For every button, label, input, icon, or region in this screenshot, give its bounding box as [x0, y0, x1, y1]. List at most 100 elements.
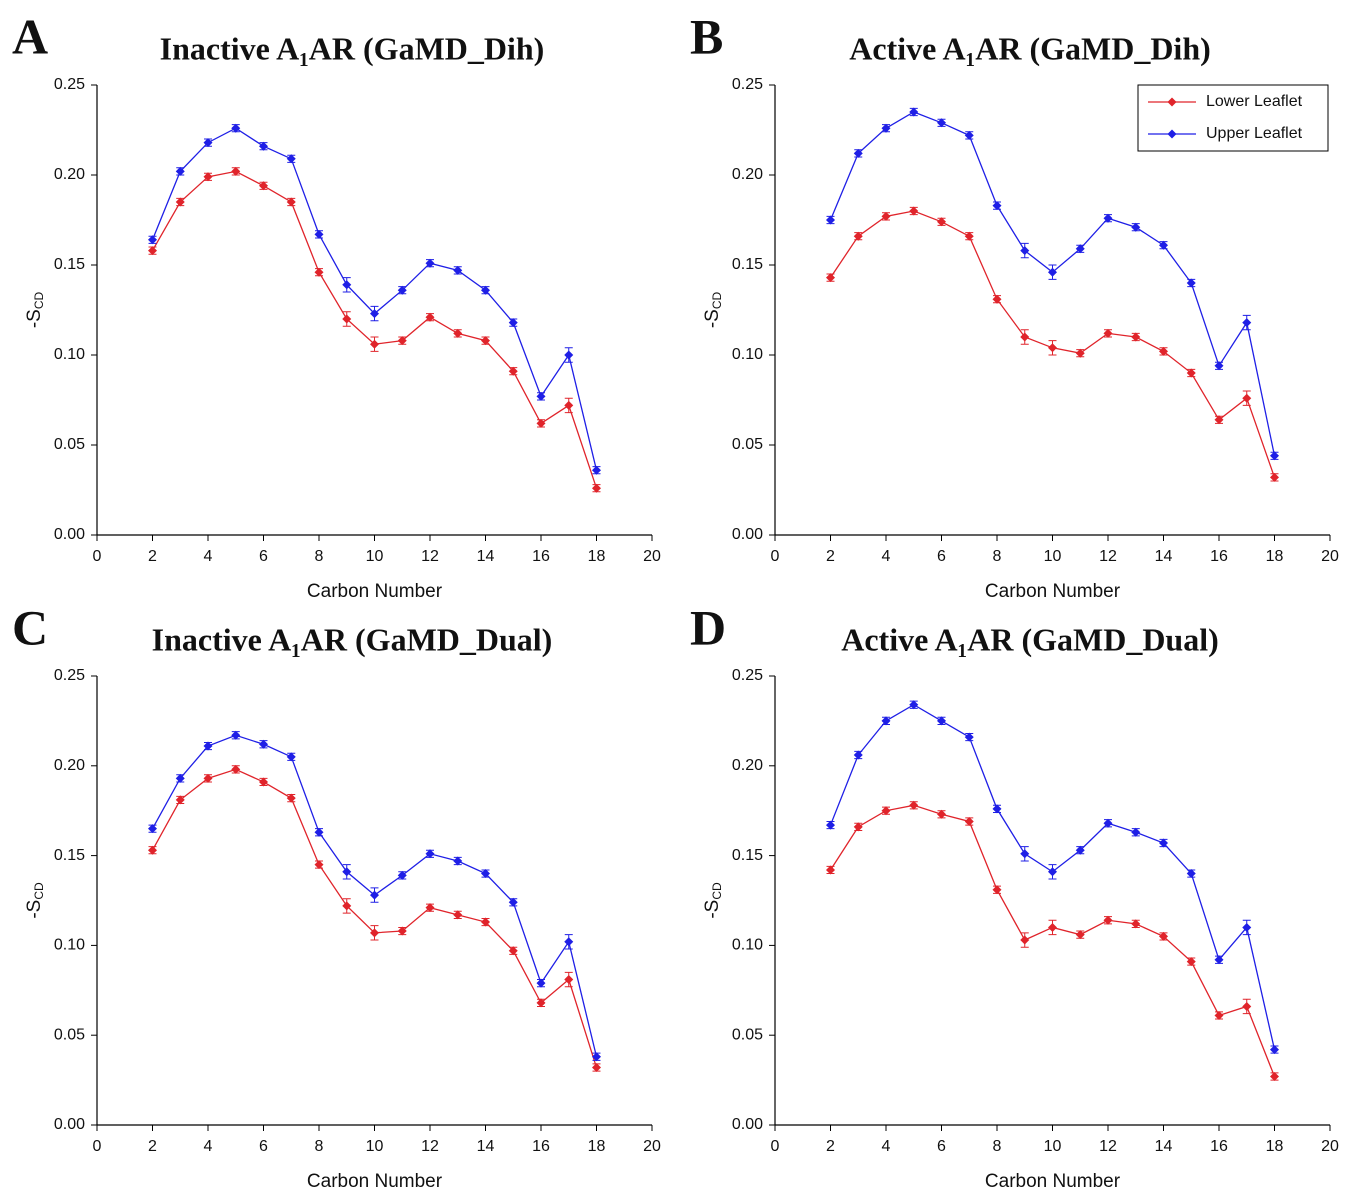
data-point: [1075, 845, 1085, 855]
data-point: [259, 141, 268, 151]
series-line: [829, 804, 1276, 1077]
data-point: [425, 903, 435, 913]
chart-title: Inactive A₁AR (GaMD_Dual): [152, 621, 553, 657]
data-point: [1186, 869, 1196, 879]
data-point: [481, 285, 490, 295]
data-point: [536, 978, 546, 988]
data-point: [592, 483, 601, 493]
x-tick-label: 12: [1099, 548, 1117, 565]
y-tick-label: 0.00: [54, 526, 85, 543]
data-point: [881, 123, 891, 133]
data-point: [259, 777, 268, 787]
data-point: [286, 197, 296, 207]
data-point: [1159, 240, 1168, 250]
panel-label: D: [690, 599, 726, 655]
data-point: [1214, 361, 1224, 371]
data-point: [314, 827, 324, 837]
data-point: [937, 809, 946, 819]
y-tick-label: 0.10: [54, 346, 85, 363]
data-point: [175, 773, 185, 783]
data-point: [1270, 472, 1279, 482]
y-axis-label-sub: CD: [32, 882, 46, 900]
data-point: [1020, 935, 1030, 945]
x-tick-label: 4: [882, 548, 891, 565]
data-point: [1159, 838, 1168, 848]
panel-label: C: [12, 599, 48, 655]
data-point: [148, 845, 157, 855]
data-point: [1270, 1045, 1279, 1055]
y-tick-label: 0.00: [54, 1116, 85, 1133]
chart-panel: A Inactive A₁AR (GaMD_Dih) 0.00 0.05 0.10 0.1…: [12, 8, 661, 602]
chart-panel: B Active A₁AR (GaMD_Dih) 0.00 0.05 0.10 0.15 0…: [690, 8, 1339, 602]
data-point: [175, 166, 185, 176]
y-tick-label: 0.05: [732, 436, 763, 453]
data-point: [1159, 931, 1168, 941]
x-tick-label: 4: [204, 1138, 213, 1155]
x-tick-label: 10: [1044, 548, 1062, 565]
x-tick-label: 0: [93, 1138, 102, 1155]
data-point: [1159, 346, 1168, 356]
data-point: [853, 750, 863, 760]
data-point: [1186, 957, 1196, 967]
data-point: [909, 800, 919, 810]
x-tick-label: 10: [366, 548, 384, 565]
x-axis-label: Carbon Number: [985, 581, 1121, 602]
data-point: [592, 1063, 601, 1073]
data-point: [964, 130, 974, 140]
data-point: [592, 1052, 601, 1062]
y-tick-label: 0.10: [732, 346, 763, 363]
chart-panel: D Active A₁AR (GaMD_Dual) 0.00 0.05 0.10 0.15…: [690, 599, 1339, 1192]
data-point: [481, 869, 490, 879]
data-point: [1075, 348, 1085, 358]
data-point: [259, 739, 268, 749]
x-tick-label: 16: [532, 1138, 550, 1155]
series-line: [151, 170, 598, 489]
data-point: [992, 885, 1002, 895]
data-point: [425, 312, 435, 322]
chart-title: Active A₁AR (GaMD_Dual): [841, 621, 1219, 657]
data-point: [203, 741, 213, 751]
data-point: [175, 197, 185, 207]
data-point: [342, 901, 352, 911]
y-tick-label: 0.25: [732, 667, 763, 684]
chart-panel: C Inactive A₁AR (GaMD_Dual) 0.00 0.05 0.10 0.…: [12, 599, 661, 1192]
x-tick-label: 12: [1099, 1138, 1117, 1155]
data-point: [1020, 332, 1030, 342]
data-point: [453, 910, 463, 920]
y-tick-label: 0.25: [732, 76, 763, 93]
y-axis-label-main: -S: [24, 900, 45, 919]
x-tick-label: 6: [937, 1138, 946, 1155]
data-point: [231, 730, 241, 740]
x-tick-label: 8: [993, 548, 1002, 565]
data-point: [826, 865, 835, 875]
y-tick-label: 0.05: [54, 436, 85, 453]
x-tick-label: 12: [421, 1138, 439, 1155]
x-tick-label: 4: [882, 1138, 891, 1155]
data-point: [1242, 1001, 1252, 1011]
data-point: [397, 336, 407, 346]
x-tick-label: 8: [993, 1138, 1002, 1155]
data-point: [508, 366, 518, 376]
data-point: [1103, 328, 1113, 338]
data-point: [992, 294, 1002, 304]
y-tick-label: 0.15: [54, 847, 85, 864]
y-axis-label-sub: CD: [710, 292, 724, 310]
data-point: [937, 118, 946, 128]
data-point: [342, 314, 352, 324]
data-point: [881, 211, 891, 221]
x-tick-label: 0: [771, 1138, 780, 1155]
data-point: [964, 816, 974, 826]
x-tick-label: 10: [1044, 1138, 1062, 1155]
data-point: [231, 166, 241, 176]
legend-marker: [1167, 97, 1177, 107]
y-tick-label: 0.05: [54, 1026, 85, 1043]
x-tick-label: 12: [421, 548, 439, 565]
x-tick-label: 0: [93, 548, 102, 565]
data-point: [1131, 827, 1141, 837]
data-point: [909, 206, 919, 216]
data-point: [1242, 393, 1252, 403]
data-point: [1214, 1010, 1224, 1020]
x-tick-label: 14: [477, 1138, 495, 1155]
x-tick-label: 8: [315, 1138, 324, 1155]
x-tick-label: 18: [1266, 548, 1284, 565]
